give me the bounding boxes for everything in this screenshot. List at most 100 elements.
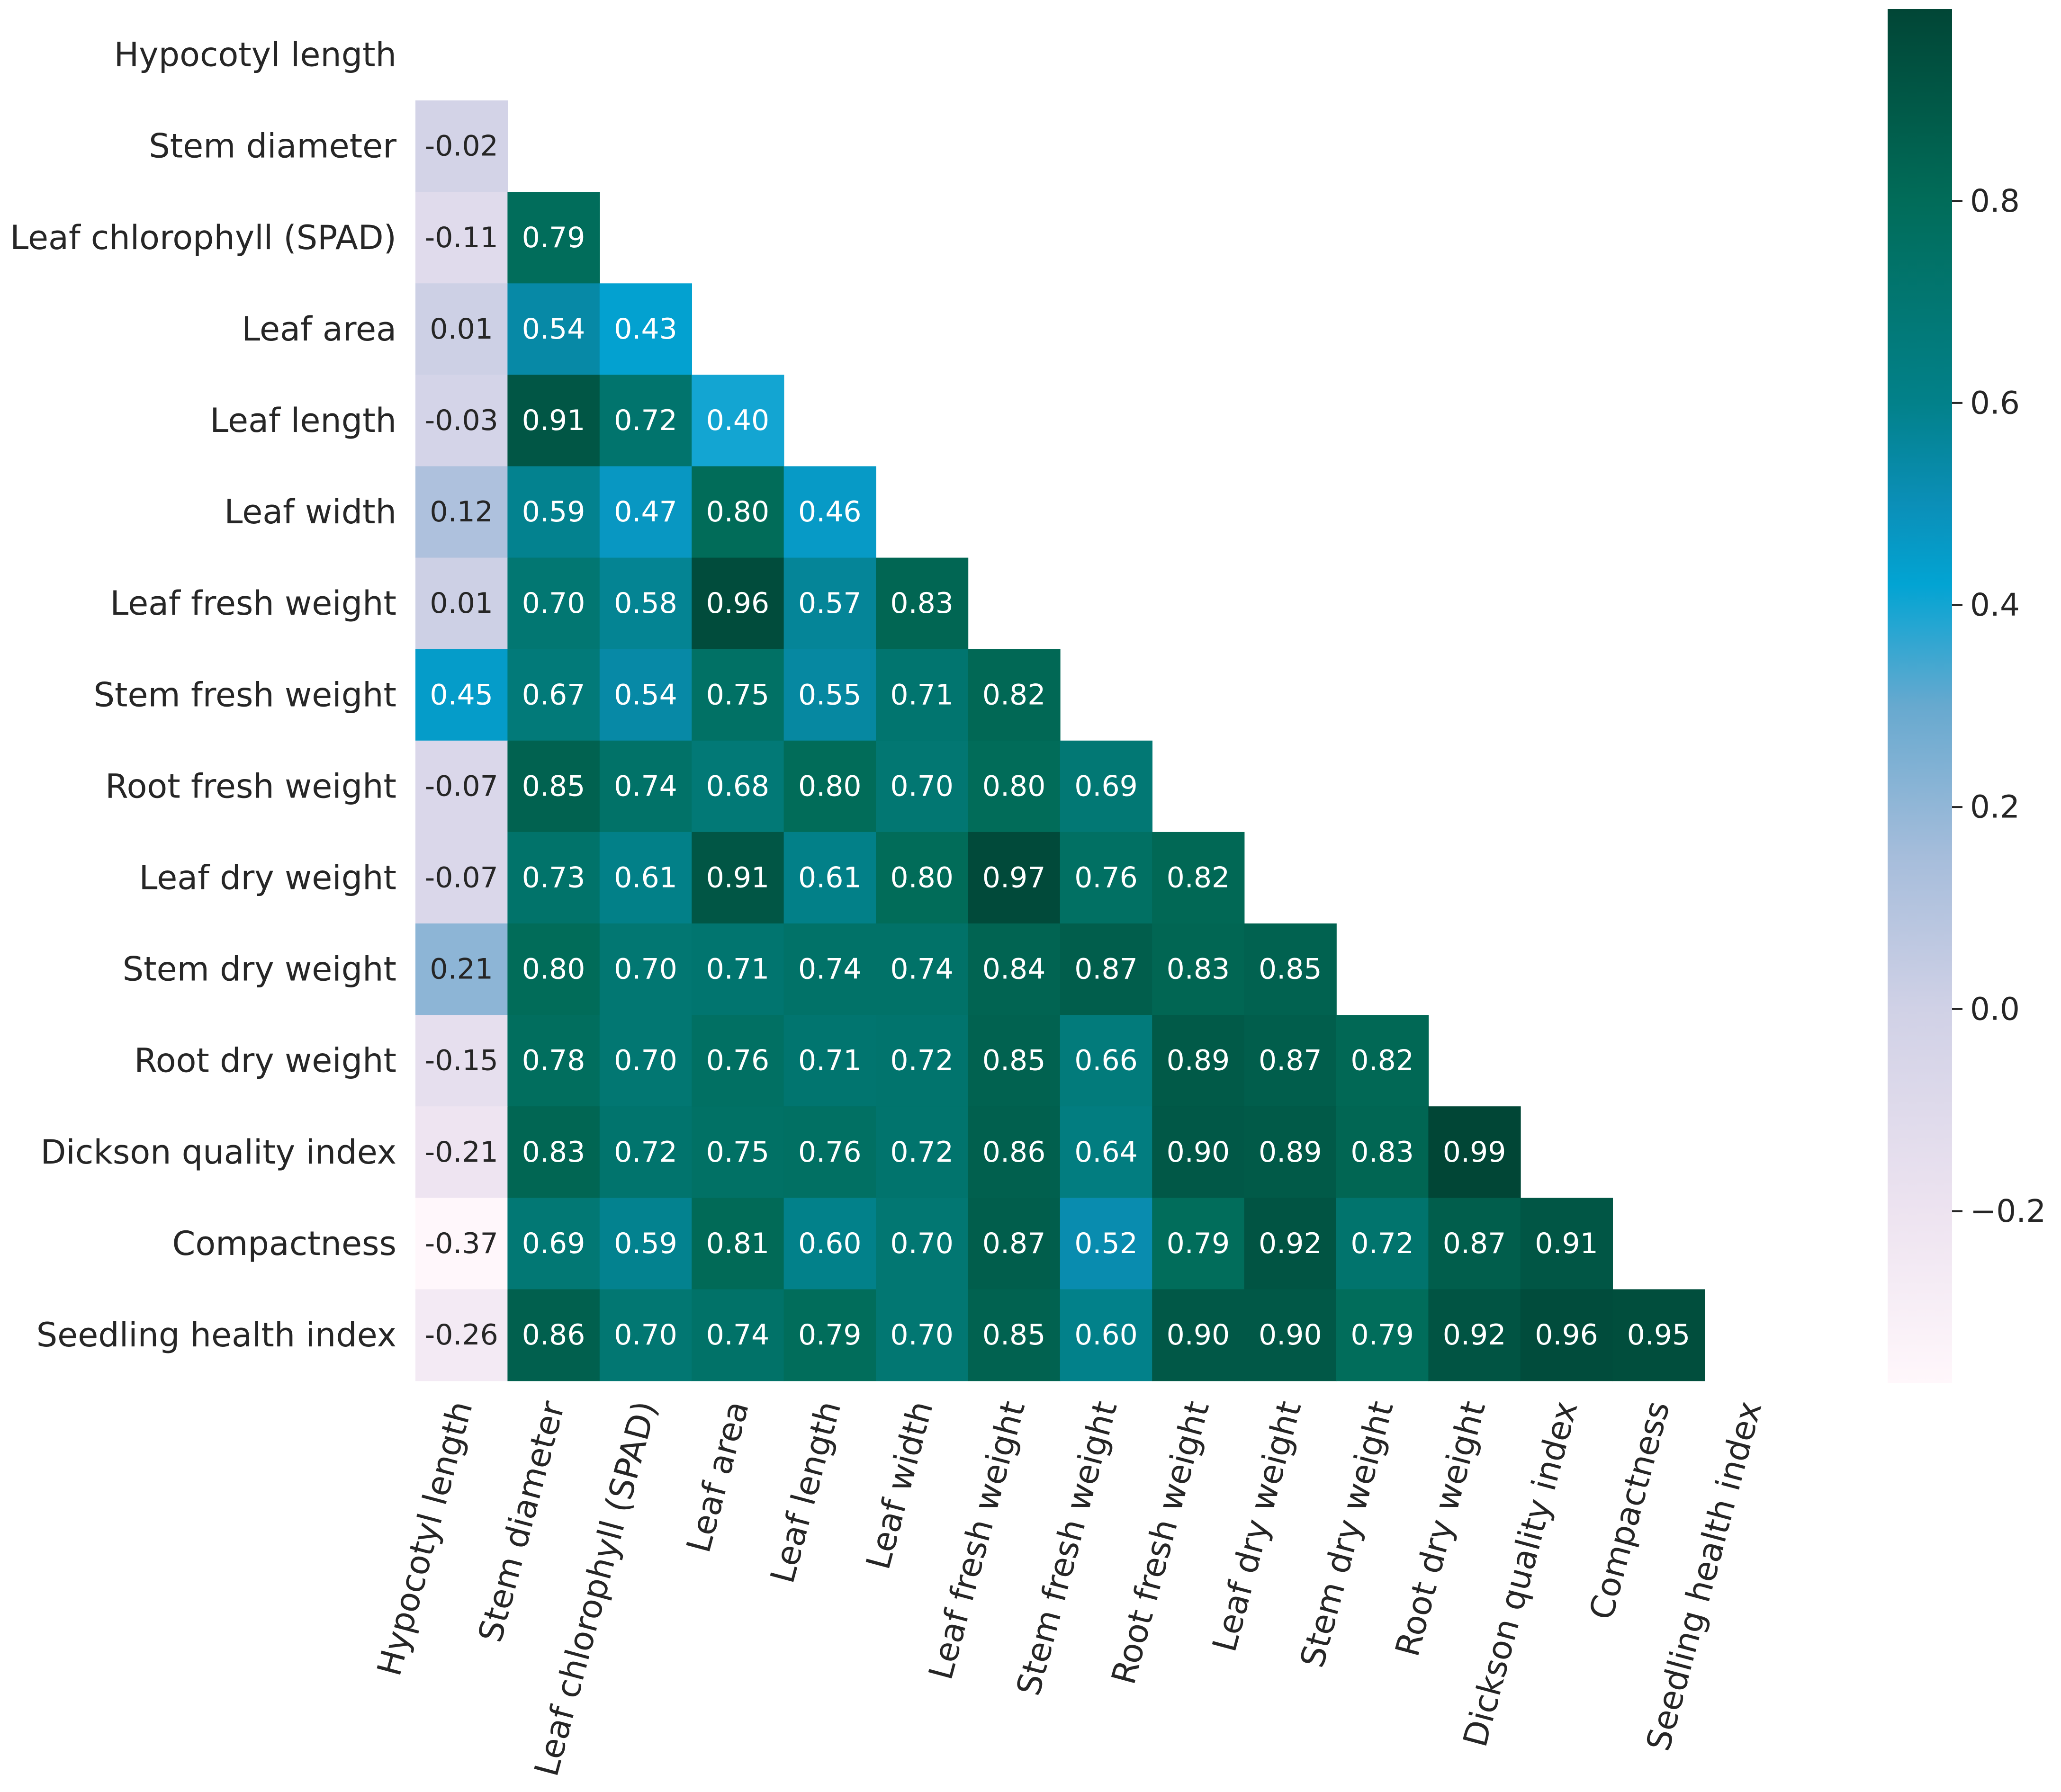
heatmap-cell-compactness-vs-dickson-quality-index: [1520, 1198, 1613, 1290]
heatmap-cell-value: 0.72: [614, 1136, 677, 1169]
heatmap-cell-leaf-fresh-weight-vs-leaf-length: [783, 557, 876, 650]
heatmap-cell-value: -0.37: [425, 1227, 498, 1260]
heatmap-cell-root-dry-weight-vs-leaf-area: [692, 1015, 784, 1107]
heatmap-cell-stem-dry-weight-vs-leaf-chlorophyll-spad: [599, 923, 692, 1015]
heatmap-cell-seedling-health-index-vs-root-dry-weight: [1428, 1289, 1521, 1381]
heatmap-cell-stem-dry-weight-vs-leaf-length: [783, 923, 876, 1015]
heatmap-cell-leaf-length-vs-leaf-chlorophyll-spad: [599, 375, 692, 467]
heatmap-cell-value: 0.99: [1443, 1136, 1506, 1169]
y-tick-label-dickson-quality-index: Dickson quality index: [40, 1133, 396, 1172]
heatmap-cell-leaf-dry-weight-vs-stem-fresh-weight: [1060, 832, 1152, 924]
heatmap-cell-value: 0.21: [430, 953, 493, 986]
y-tick-label-stem-fresh-weight: Stem fresh weight: [94, 675, 396, 714]
heatmap-cell-value: 0.91: [1535, 1227, 1598, 1260]
heatmap-cells: [415, 100, 1705, 1381]
y-tick-label-seedling-health-index: Seedling health index: [36, 1316, 396, 1354]
y-tick-label-leaf-width: Leaf width: [224, 493, 396, 531]
heatmap-cell-stem-fresh-weight-vs-leaf-width: [876, 649, 969, 741]
heatmap-cell-compactness-vs-stem-diameter: [507, 1198, 600, 1290]
heatmap-cell-root-fresh-weight-vs-leaf-area: [692, 740, 784, 833]
heatmap-cell-leaf-width-vs-leaf-length: [783, 466, 876, 558]
heatmap-cell-value: 0.76: [798, 1136, 862, 1169]
heatmap-cell-value: 0.72: [1350, 1227, 1414, 1260]
heatmap-cell-value: 0.61: [614, 861, 677, 894]
y-tick-label-leaf-fresh-weight: Leaf fresh weight: [110, 584, 396, 623]
x-tick-label-leaf-fresh-weight: Leaf fresh weight: [921, 1397, 1033, 1684]
heatmap-cell-root-dry-weight-vs-leaf-dry-weight: [1244, 1015, 1337, 1107]
heatmap-cell-value: 0.79: [522, 221, 585, 254]
heatmap-cell-leaf-dry-weight-vs-leaf-width: [876, 832, 969, 924]
heatmap-cell-dickson-quality-index-vs-stem-dry-weight: [1336, 1106, 1429, 1199]
heatmap-cell-root-dry-weight-vs-root-fresh-weight: [1152, 1015, 1245, 1107]
heatmap-cell-value: 0.90: [1259, 1318, 1322, 1352]
heatmap-cell-value: 0.79: [798, 1318, 862, 1352]
heatmap-cell-leaf-dry-weight-vs-hypocotyl-length: [415, 832, 508, 924]
heatmap-cell-value: 0.59: [522, 495, 585, 529]
heatmap-cell-root-fresh-weight-vs-leaf-width: [876, 740, 969, 833]
heatmap-cell-value: -0.26: [425, 1318, 498, 1352]
heatmap-cell-value: -0.15: [425, 1044, 498, 1077]
heatmap-cell-compactness-vs-leaf-fresh-weight: [968, 1198, 1061, 1290]
heatmap-cell-leaf-dry-weight-vs-leaf-chlorophyll-spad: [599, 832, 692, 924]
heatmap-cell-value: 0.55: [798, 678, 862, 711]
heatmap-cell-value: 0.74: [890, 953, 954, 986]
colorbar-tick-label: −0.2: [1970, 1193, 2046, 1229]
colorbar-tick-label: 0.0: [1970, 991, 2020, 1027]
heatmap-cell-value: 0.86: [522, 1318, 585, 1352]
heatmap-cell-dickson-quality-index-vs-root-fresh-weight: [1152, 1106, 1245, 1199]
heatmap-cell-leaf-length-vs-hypocotyl-length: [415, 375, 508, 467]
heatmap-cell-stem-diameter-vs-hypocotyl-length: [415, 100, 508, 192]
heatmap-cell-value: 0.52: [1074, 1227, 1138, 1260]
heatmap-cell-stem-dry-weight-vs-leaf-dry-weight: [1244, 923, 1337, 1015]
heatmap-cell-dickson-quality-index-vs-leaf-width: [876, 1106, 969, 1199]
x-tick-label-leaf-dry-weight: Leaf dry weight: [1205, 1397, 1309, 1656]
heatmap-cell-value: 0.60: [798, 1227, 862, 1260]
heatmap-cell-value: 0.82: [1167, 861, 1230, 894]
heatmap-cell-seedling-health-index-vs-stem-diameter: [507, 1289, 600, 1381]
heatmap-cell-leaf-dry-weight-vs-leaf-fresh-weight: [968, 832, 1061, 924]
heatmap-cell-leaf-fresh-weight-vs-leaf-chlorophyll-spad: [599, 557, 692, 650]
heatmap-cell-value: 0.74: [614, 770, 677, 803]
heatmap-cell-leaf-dry-weight-vs-leaf-length: [783, 832, 876, 924]
heatmap-cell-compactness-vs-leaf-length: [783, 1198, 876, 1290]
heatmap-cell-stem-dry-weight-vs-stem-diameter: [507, 923, 600, 1015]
heatmap-cell-value: 0.74: [798, 953, 862, 986]
heatmap-cell-value: -0.11: [425, 221, 498, 254]
y-tick-label-leaf-length: Leaf length: [210, 401, 396, 440]
heatmap-cell-dickson-quality-index-vs-stem-diameter: [507, 1106, 600, 1199]
heatmap-cell-value: 0.92: [1259, 1227, 1322, 1260]
heatmap-cell-leaf-length-vs-stem-diameter: [507, 375, 600, 467]
heatmap-cell-value: 0.81: [706, 1227, 770, 1260]
heatmap-cell-value: 0.72: [890, 1136, 954, 1169]
heatmap-cell-value: 0.70: [614, 953, 677, 986]
heatmap-cell-value: 0.84: [982, 953, 1046, 986]
heatmap-cell-value: 0.82: [1350, 1044, 1414, 1077]
heatmap-cell-value: 0.67: [522, 678, 585, 711]
heatmap-cell-stem-dry-weight-vs-leaf-width: [876, 923, 969, 1015]
y-axis-tick-labels: Hypocotyl length Stem diameter Leaf chloro…: [10, 36, 396, 1354]
heatmap-cell-seedling-health-index-vs-leaf-area: [692, 1289, 784, 1381]
heatmap-cell-value: 0.86: [982, 1136, 1046, 1169]
heatmap-cell-stem-dry-weight-vs-hypocotyl-length: [415, 923, 508, 1015]
heatmap-cell-root-dry-weight-vs-hypocotyl-length: [415, 1015, 508, 1107]
heatmap-cell-seedling-health-index-vs-stem-dry-weight: [1336, 1289, 1429, 1381]
heatmap-cell-value: 0.95: [1627, 1318, 1691, 1352]
heatmap-cell-value: 0.96: [706, 587, 770, 620]
heatmap-cell-value: 0.43: [614, 313, 677, 346]
heatmap-cell-leaf-area-vs-hypocotyl-length: [415, 283, 508, 376]
heatmap-cell-stem-fresh-weight-vs-leaf-area: [692, 649, 784, 741]
heatmap-cell-value: 0.90: [1167, 1136, 1230, 1169]
heatmap-cell-value: 0.79: [1167, 1227, 1230, 1260]
heatmap-cell-leaf-chlorophyll-spad-vs-hypocotyl-length: [415, 192, 508, 284]
heatmap-cell-compactness-vs-leaf-width: [876, 1198, 969, 1290]
heatmap-cell-stem-fresh-weight-vs-leaf-chlorophyll-spad: [599, 649, 692, 741]
heatmap-cell-leaf-fresh-weight-vs-stem-diameter: [507, 557, 600, 650]
heatmap-cell-value: 0.91: [522, 404, 585, 437]
heatmap-cell-compactness-vs-stem-fresh-weight: [1060, 1198, 1152, 1290]
heatmap-cell-root-fresh-weight-vs-stem-diameter: [507, 740, 600, 833]
heatmap-cell-value: 0.97: [982, 861, 1046, 894]
heatmap-cell-dickson-quality-index-vs-leaf-chlorophyll-spad: [599, 1106, 692, 1199]
colorbar-tick-label: 0.4: [1970, 587, 2020, 623]
